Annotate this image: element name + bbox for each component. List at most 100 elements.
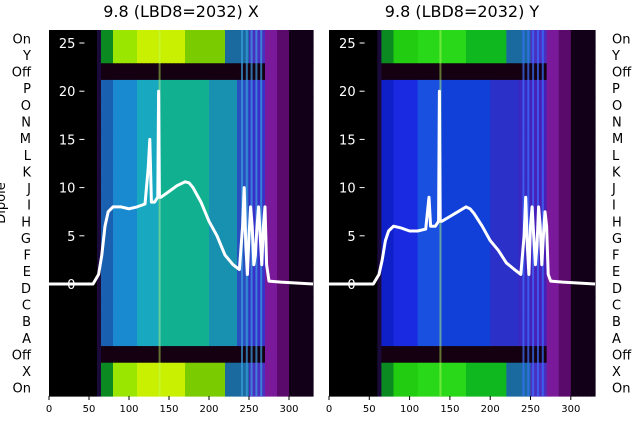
heatmap-cell xyxy=(201,163,206,181)
heatmap-cell xyxy=(401,46,407,64)
heatmap-cell xyxy=(205,262,210,281)
heatmap-cell xyxy=(385,246,391,264)
heatmap-cell xyxy=(385,146,391,164)
heatmap-cell xyxy=(494,296,499,314)
heatmap-cell xyxy=(590,362,596,380)
heatmap-cell xyxy=(273,213,278,231)
heatmap-cell xyxy=(578,196,584,214)
heatmap-cell xyxy=(285,196,290,214)
heatmap-cell xyxy=(333,146,338,164)
heatmap-cell xyxy=(554,96,560,114)
heatmap-cell xyxy=(417,246,423,264)
heatmap-cell xyxy=(93,96,98,114)
heatmap-cell xyxy=(574,146,580,164)
heatmap-cell xyxy=(349,346,354,364)
heatmap-cell xyxy=(193,362,198,380)
heatmap-cell xyxy=(125,30,130,48)
heatmap-cell xyxy=(582,279,588,297)
heatmap-cell xyxy=(69,96,74,114)
heatmap-cell xyxy=(305,163,310,181)
heatmap-cell xyxy=(213,196,218,214)
heatmap-cell xyxy=(305,79,310,98)
heatmap-cell xyxy=(590,79,596,98)
heatmap-cell xyxy=(429,129,435,148)
heatmap-cell xyxy=(462,379,467,397)
heatmap-cell xyxy=(365,196,370,214)
heatmap-cell xyxy=(333,362,338,380)
heatmap-cell xyxy=(209,246,214,264)
heatmap-cell xyxy=(570,146,576,164)
heatmap-cell xyxy=(361,129,366,148)
heatmap-cell xyxy=(361,179,366,197)
heatmap-cell xyxy=(209,329,214,347)
heatmap-cell xyxy=(169,30,174,48)
heatmap-cell xyxy=(393,296,399,314)
heatmap-cell xyxy=(253,346,258,364)
heatmap-cell xyxy=(546,213,552,231)
heatmap-cell xyxy=(490,312,495,331)
heatmap-cell xyxy=(574,46,580,64)
heatmap-cell xyxy=(409,246,415,264)
heatmap-cell xyxy=(486,213,491,231)
heatmap-cell xyxy=(129,362,134,380)
heatmap-cell xyxy=(301,296,306,314)
heatmap-cell xyxy=(121,229,126,247)
heatmap-cell xyxy=(514,213,520,231)
heatmap-cell xyxy=(201,96,206,114)
heatmap-cell xyxy=(538,113,544,131)
heatmap-cell xyxy=(421,196,427,214)
heatmap-cell xyxy=(65,296,70,314)
heatmap-cell xyxy=(405,229,411,247)
heatmap-cell xyxy=(85,296,90,314)
heatmap-cell xyxy=(381,346,387,364)
heatmap-cell xyxy=(546,63,552,81)
heatmap-cell xyxy=(145,296,150,314)
heatmap-cell xyxy=(209,129,214,148)
heatmap-cell xyxy=(401,129,407,148)
heatmap-cell xyxy=(349,279,354,297)
heatmap-cell xyxy=(105,279,110,297)
heatmap-cell xyxy=(409,379,415,397)
x-tick-label: 50 xyxy=(83,404,96,415)
heatmap-cell xyxy=(329,96,334,114)
heatmap-cell xyxy=(413,129,419,148)
heatmap-cell xyxy=(393,279,399,297)
heatmap-cell xyxy=(474,96,479,114)
heatmap-cell xyxy=(65,129,70,148)
heatmap-cell xyxy=(193,163,198,181)
heatmap-cell xyxy=(381,63,387,81)
heatmap-cell xyxy=(161,346,166,364)
heatmap-cell xyxy=(97,312,102,331)
heatmap-cell xyxy=(57,63,62,81)
heatmap-cell xyxy=(409,213,415,231)
heatmap-cell xyxy=(125,296,130,314)
heatmap-cell xyxy=(133,296,138,314)
heatmap-cell xyxy=(554,329,560,347)
heatmap-cell xyxy=(421,63,427,81)
heatmap-cell xyxy=(93,246,98,264)
heatmap-cell xyxy=(185,129,190,148)
heatmap-cell xyxy=(498,279,503,297)
heatmap-cell xyxy=(269,329,274,347)
heatmap-cell xyxy=(141,296,146,314)
heatmap-cell xyxy=(361,279,366,297)
heatmap-cell xyxy=(429,46,435,64)
heatmap-cell xyxy=(221,379,226,397)
heatmap-cell xyxy=(470,213,475,231)
heatmap-cell xyxy=(445,346,451,364)
heatmap-cell xyxy=(205,129,210,148)
heatmap-cell xyxy=(365,79,370,98)
heatmap-cell xyxy=(457,113,463,131)
heatmap-cell xyxy=(97,30,102,48)
heatmap-cell xyxy=(241,96,246,114)
heatmap-cell xyxy=(437,246,443,264)
row-label: On xyxy=(13,32,31,47)
heatmap-cell xyxy=(429,179,435,197)
heatmap-cell xyxy=(574,63,580,81)
heatmap-cell xyxy=(233,262,238,281)
heatmap-cell xyxy=(141,113,146,131)
heatmap-cell xyxy=(273,312,278,331)
heatmap-cell xyxy=(345,196,350,214)
heatmap-cell xyxy=(361,196,366,214)
heatmap-cell xyxy=(441,96,447,114)
